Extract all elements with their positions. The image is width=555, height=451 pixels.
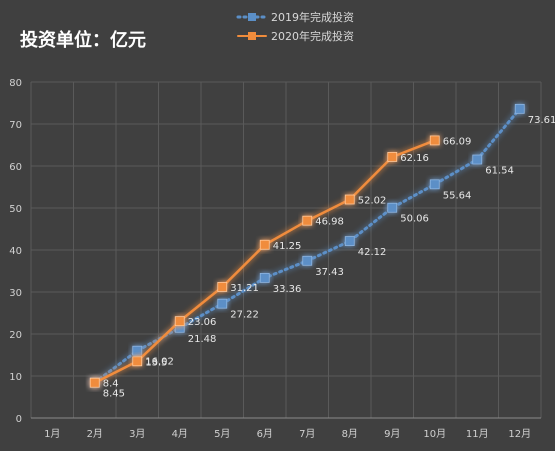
y-tick-label: 10 xyxy=(9,372,22,383)
data-label: 66.09 xyxy=(443,136,472,147)
x-tick-label: 8月 xyxy=(342,428,358,440)
data-point xyxy=(302,215,313,226)
data-point xyxy=(514,103,525,114)
data-label: 31.21 xyxy=(230,283,259,294)
data-label: 8.4 xyxy=(103,379,119,390)
data-point xyxy=(259,272,270,283)
x-tick-label: 11月 xyxy=(466,428,489,440)
data-point xyxy=(387,202,398,213)
legend-label: 2020年完成投资 xyxy=(271,29,354,43)
data-point xyxy=(174,316,185,327)
x-tick-label: 3月 xyxy=(129,428,145,440)
x-tick-label: 10月 xyxy=(423,428,446,440)
legend: 2019年完成投资 2020年完成投资 xyxy=(236,10,354,43)
data-label: 73.61 xyxy=(528,115,555,126)
data-point xyxy=(259,239,270,250)
y-tick-label: 70 xyxy=(9,120,22,131)
data-label: 42.12 xyxy=(358,247,387,258)
data-label: 27.22 xyxy=(230,310,259,321)
data-label: 52.02 xyxy=(358,196,387,207)
data-point xyxy=(132,356,143,367)
data-point xyxy=(344,194,355,205)
data-label: 41.25 xyxy=(273,241,302,252)
data-point xyxy=(302,255,313,266)
data-label: 13.5 xyxy=(145,357,167,368)
data-labels: 8.45 16.02 21.48 27.22 33.36 37.43 42.12 50.06 5… xyxy=(103,115,555,400)
y-tick-label: 0 xyxy=(16,414,22,425)
legend-swatch-marker xyxy=(248,13,256,21)
x-tick-label: 2月 xyxy=(87,428,103,440)
data-point xyxy=(217,282,228,292)
legend-label: 2019年完成投资 xyxy=(271,10,354,24)
y-tick-label: 60 xyxy=(9,162,22,173)
data-point xyxy=(89,377,100,388)
x-tick-label: 5月 xyxy=(214,428,230,440)
gridlines xyxy=(30,81,542,418)
data-label: 8.45 xyxy=(103,389,125,400)
data-point xyxy=(344,236,355,246)
axes: 0 10 20 30 40 50 60 70 80 1月 2月 3月 4月 5月 6月 7月 8月 9月 10月 11… xyxy=(9,78,541,440)
data-point xyxy=(132,345,143,356)
data-label: 61.54 xyxy=(485,166,514,177)
y-tick-label: 30 xyxy=(9,288,22,299)
data-label: 62.16 xyxy=(400,153,429,164)
data-label: 16.02 xyxy=(145,357,174,368)
x-tick-label: 6月 xyxy=(257,428,273,440)
data-label: 33.36 xyxy=(273,284,302,295)
data-point xyxy=(472,154,483,165)
y-tick-label: 50 xyxy=(9,204,22,215)
data-label: 21.48 xyxy=(188,334,217,345)
x-tick-label: 4月 xyxy=(172,428,188,440)
chart-title: 投资单位：亿元 xyxy=(20,29,146,51)
y-tick-label: 20 xyxy=(9,330,22,341)
data-point xyxy=(387,152,398,162)
x-tick-label: 12月 xyxy=(508,428,531,440)
series xyxy=(89,103,525,388)
legend-swatch-marker xyxy=(248,32,256,40)
data-point xyxy=(429,135,440,146)
x-tick-label: 9月 xyxy=(384,428,400,440)
data-label: 46.98 xyxy=(315,217,344,228)
x-tick-label: 7月 xyxy=(299,428,315,440)
data-label: 37.43 xyxy=(315,267,344,278)
data-point xyxy=(429,179,440,190)
x-tick-label: 1月 xyxy=(44,428,60,440)
data-label: 23.06 xyxy=(188,317,217,328)
data-label: 50.06 xyxy=(400,214,429,225)
y-tick-label: 40 xyxy=(9,246,22,257)
data-label: 55.64 xyxy=(443,190,472,201)
data-point xyxy=(217,298,228,309)
y-tick-label: 80 xyxy=(9,78,22,89)
